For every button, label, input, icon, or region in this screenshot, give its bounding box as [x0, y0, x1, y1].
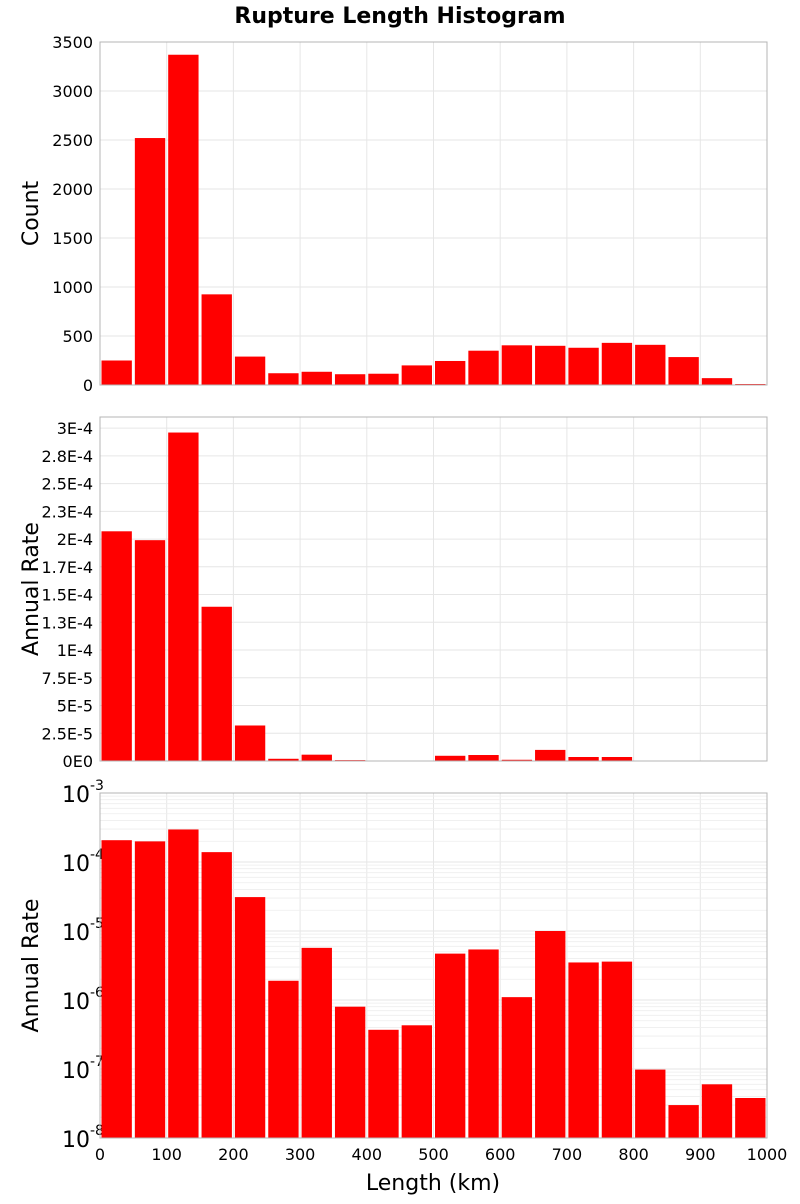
x-tick-label: 800	[618, 1145, 649, 1164]
histogram-bar	[335, 374, 365, 385]
histogram-bar	[468, 755, 498, 761]
histogram-bar	[168, 829, 198, 1138]
histogram-bar	[602, 962, 632, 1138]
y-tick-label: 1500	[52, 229, 93, 248]
y-tick-label: 10-7	[62, 1054, 104, 1084]
histogram-bar	[235, 725, 265, 761]
x-tick-label: 1000	[747, 1145, 788, 1164]
histogram-bar	[302, 372, 332, 385]
histogram-bar	[235, 357, 265, 385]
histogram-bar	[402, 1025, 432, 1138]
y-tick-label: 7.5E-5	[41, 669, 93, 688]
histogram-bar	[502, 997, 532, 1138]
y-tick-label: 2.5E-5	[41, 724, 93, 743]
histogram-bar	[268, 373, 298, 385]
histogram-bar	[602, 757, 632, 761]
y-tick-label: 2000	[52, 180, 93, 199]
histogram-bar	[135, 138, 165, 385]
y-tick-label: 10-4	[62, 847, 104, 877]
y-tick-label: 2.5E-4	[41, 475, 93, 494]
histogram-bar	[535, 346, 565, 385]
histogram-bar	[202, 852, 232, 1138]
histogram-bar	[368, 1030, 398, 1138]
y-axis-label: Count	[19, 180, 44, 246]
histogram-bar	[202, 607, 232, 761]
x-tick-label: 400	[352, 1145, 383, 1164]
x-axis-label: Length (km)	[366, 1171, 500, 1196]
y-tick-label: 1000	[52, 278, 93, 297]
histogram-bar	[468, 949, 498, 1138]
histogram-bar	[668, 357, 698, 385]
panel-1: 0 500 1000 1500 2000 2500 3000 3500 Count	[19, 33, 767, 395]
histogram-bar	[502, 345, 532, 385]
y-tick-label: 1.5E-4	[41, 586, 93, 605]
histogram-bar	[102, 361, 132, 386]
x-axis-ticks: 0 100 200 300 400 500 600 700 800 900 1000	[95, 1145, 787, 1164]
x-tick-label: 200	[218, 1145, 249, 1164]
y-tick-label: 3500	[52, 33, 93, 52]
histogram-bar	[435, 954, 465, 1138]
histogram-bar	[468, 351, 498, 385]
histogram-bar	[302, 755, 332, 761]
histogram-bar	[102, 531, 132, 761]
x-tick-label: 900	[685, 1145, 716, 1164]
histogram-bar	[135, 540, 165, 761]
histogram-bar	[368, 374, 398, 385]
histogram-bar	[568, 962, 598, 1138]
histogram-bar	[402, 365, 432, 385]
y-tick-label: 1.3E-4	[41, 613, 93, 632]
histogram-bar	[735, 1098, 765, 1138]
x-tick-label: 0	[95, 1145, 105, 1164]
histogram-bar	[635, 1070, 665, 1138]
y-tick-label: 5E-5	[57, 697, 93, 716]
x-tick-label: 500	[418, 1145, 449, 1164]
histogram-bar	[535, 750, 565, 761]
panel-2: 0E0 2.5E-5 5E-5 7.5E-5 1E-4 1.3E-4 1.5E-4 1.7E-…	[19, 417, 767, 771]
histogram-bar	[235, 897, 265, 1138]
y-tick-label: 2E-4	[57, 530, 93, 549]
y-tick-label: 10-6	[62, 985, 104, 1015]
y-tick-label: 0E0	[63, 752, 93, 771]
histogram-bar	[302, 948, 332, 1138]
y-tick-label: 2.3E-4	[41, 502, 93, 521]
histogram-bar	[202, 294, 232, 385]
histogram-bar	[435, 756, 465, 761]
histogram-bar	[702, 1084, 732, 1138]
histogram-bar	[102, 840, 132, 1138]
y-tick-label: 2500	[52, 131, 93, 150]
y-tick-label: 10-3	[62, 778, 104, 808]
x-tick-label: 100	[151, 1145, 182, 1164]
x-tick-label: 700	[552, 1145, 583, 1164]
x-tick-label: 600	[485, 1145, 516, 1164]
chart-title: Rupture Length Histogram	[234, 4, 565, 29]
histogram-bar	[535, 931, 565, 1138]
histogram-bar	[168, 55, 198, 385]
histogram-bar	[668, 1105, 698, 1138]
histogram-bar	[635, 345, 665, 385]
y-axis-label: Annual Rate	[19, 522, 44, 656]
histogram-bar	[268, 981, 298, 1138]
y-axis-label: Annual Rate	[19, 899, 44, 1033]
histogram-bar	[168, 433, 198, 761]
y-tick-label: 3E-4	[57, 419, 93, 438]
histogram-bar	[568, 348, 598, 385]
y-tick-label: 500	[62, 327, 93, 346]
histogram-bar	[435, 361, 465, 385]
histogram-bar	[568, 757, 598, 761]
y-tick-label: 1.7E-4	[41, 558, 93, 577]
y-tick-label: 10-5	[62, 916, 104, 946]
histogram-bar	[702, 378, 732, 385]
y-tick-label: 1E-4	[57, 641, 93, 660]
y-tick-label: 0	[83, 376, 93, 395]
histogram-bar	[335, 1007, 365, 1138]
y-tick-label: 2.8E-4	[41, 447, 93, 466]
y-tick-label: 3000	[52, 82, 93, 101]
histogram-bar	[135, 841, 165, 1138]
x-tick-label: 300	[285, 1145, 316, 1164]
histogram-bar	[602, 343, 632, 385]
